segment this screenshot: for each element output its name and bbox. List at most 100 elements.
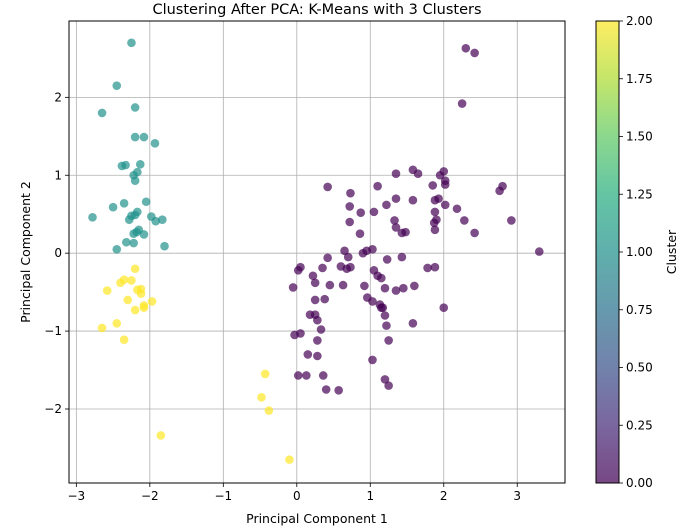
point-cluster-1 xyxy=(151,216,161,226)
colorbar-tick-label: 2.00 xyxy=(626,14,653,28)
point-cluster-0 xyxy=(430,225,440,235)
point-cluster-0 xyxy=(325,280,335,290)
y-tick-label: 0 xyxy=(54,246,62,260)
point-cluster-0 xyxy=(408,318,418,328)
point-cluster-2 xyxy=(139,303,149,313)
colorbar-tick-label: 1.50 xyxy=(626,130,653,144)
point-cluster-0 xyxy=(373,181,382,191)
point-cluster-0 xyxy=(340,246,349,256)
point-cluster-0 xyxy=(397,252,407,262)
point-cluster-0 xyxy=(320,294,330,304)
y-axis-ticks: −2 −1 0 1 2 xyxy=(44,90,69,416)
point-cluster-0 xyxy=(380,283,390,293)
y-tick-label: −2 xyxy=(44,402,62,416)
point-cluster-0 xyxy=(378,303,388,313)
point-cluster-0 xyxy=(435,170,445,180)
point-cluster-1 xyxy=(150,139,160,148)
point-cluster-2 xyxy=(257,393,266,402)
point-cluster-0 xyxy=(439,303,449,313)
point-cluster-1 xyxy=(130,176,140,186)
point-cluster-0 xyxy=(290,330,299,340)
point-cluster-2 xyxy=(264,406,274,415)
colorbar-tick-label: 0.75 xyxy=(626,303,653,317)
point-cluster-1 xyxy=(112,244,122,254)
point-cluster-1 xyxy=(122,237,131,247)
x-tick-label: 3 xyxy=(513,489,521,503)
point-cluster-0 xyxy=(390,216,399,225)
point-cluster-1 xyxy=(108,202,118,212)
point-cluster-1 xyxy=(129,229,138,238)
point-cluster-0 xyxy=(452,204,462,214)
point-cluster-2 xyxy=(285,455,294,464)
x-tick-label: −1 xyxy=(214,489,232,503)
point-cluster-0 xyxy=(376,273,386,283)
point-cluster-0 xyxy=(368,297,377,306)
point-cluster-1 xyxy=(130,132,140,142)
x-tick-label: 0 xyxy=(293,489,301,503)
x-axis-ticks: −3 −2 −1 0 1 2 3 xyxy=(67,483,521,503)
point-cluster-0 xyxy=(346,188,355,198)
point-cluster-0 xyxy=(429,218,439,228)
point-cluster-0 xyxy=(343,252,353,262)
point-cluster-0 xyxy=(321,385,331,394)
point-cluster-0 xyxy=(293,371,303,380)
colorbar-tick-label: 1.25 xyxy=(626,187,653,201)
point-cluster-0 xyxy=(470,228,479,238)
colorbar-tick-label: 0.50 xyxy=(626,361,653,375)
point-cluster-0 xyxy=(345,202,354,211)
point-cluster-0 xyxy=(391,286,401,295)
point-cluster-2 xyxy=(156,431,166,440)
point-cluster-1 xyxy=(158,215,167,224)
point-cluster-0 xyxy=(355,229,365,238)
point-cluster-2 xyxy=(112,318,122,328)
point-cluster-0 xyxy=(313,351,322,361)
point-cluster-0 xyxy=(338,280,348,290)
point-cluster-0 xyxy=(313,336,322,345)
point-cluster-2 xyxy=(130,305,140,315)
point-cluster-1 xyxy=(124,215,134,224)
chart-title: Clustering After PCA: K-Means with 3 Clu… xyxy=(152,2,481,18)
point-cluster-0 xyxy=(428,181,438,190)
point-cluster-0 xyxy=(323,253,332,263)
point-cluster-0 xyxy=(382,321,391,330)
point-cluster-0 xyxy=(308,271,318,281)
point-cluster-0 xyxy=(391,169,401,179)
point-cluster-0 xyxy=(430,262,440,272)
point-cluster-0 xyxy=(430,207,440,217)
point-cluster-0 xyxy=(360,281,369,291)
point-cluster-0 xyxy=(380,311,390,320)
colorbar-tick-label: 1.75 xyxy=(626,72,653,86)
point-cluster-0 xyxy=(534,247,544,256)
y-tick-label: 1 xyxy=(54,168,62,182)
point-cluster-0 xyxy=(358,248,368,258)
x-tick-label: 1 xyxy=(366,489,374,503)
point-cluster-2 xyxy=(260,369,270,379)
point-cluster-0 xyxy=(470,48,479,58)
point-cluster-0 xyxy=(310,295,320,305)
point-cluster-0 xyxy=(302,371,311,380)
point-cluster-2 xyxy=(123,295,133,305)
point-cluster-0 xyxy=(368,355,377,365)
point-cluster-0 xyxy=(423,263,432,273)
point-cluster-0 xyxy=(369,207,379,217)
point-cluster-0 xyxy=(368,244,377,254)
point-cluster-1 xyxy=(135,160,145,169)
point-cluster-2 xyxy=(147,297,157,306)
point-cluster-0 xyxy=(408,195,418,205)
point-cluster-1 xyxy=(141,197,151,207)
colorbar-label: Cluster xyxy=(664,229,679,274)
point-cluster-0 xyxy=(380,375,390,384)
point-cluster-2 xyxy=(136,289,146,298)
colorbar-tick-label: 0.00 xyxy=(626,476,653,490)
point-cluster-0 xyxy=(313,315,322,325)
point-cluster-2 xyxy=(130,264,140,274)
point-cluster-0 xyxy=(293,266,303,275)
y-tick-label: 2 xyxy=(54,90,62,104)
scatter-points xyxy=(88,38,544,464)
point-cluster-0 xyxy=(310,278,320,288)
point-cluster-0 xyxy=(399,283,408,293)
point-cluster-0 xyxy=(507,216,516,225)
point-cluster-0 xyxy=(384,381,393,390)
point-cluster-1 xyxy=(112,81,122,90)
